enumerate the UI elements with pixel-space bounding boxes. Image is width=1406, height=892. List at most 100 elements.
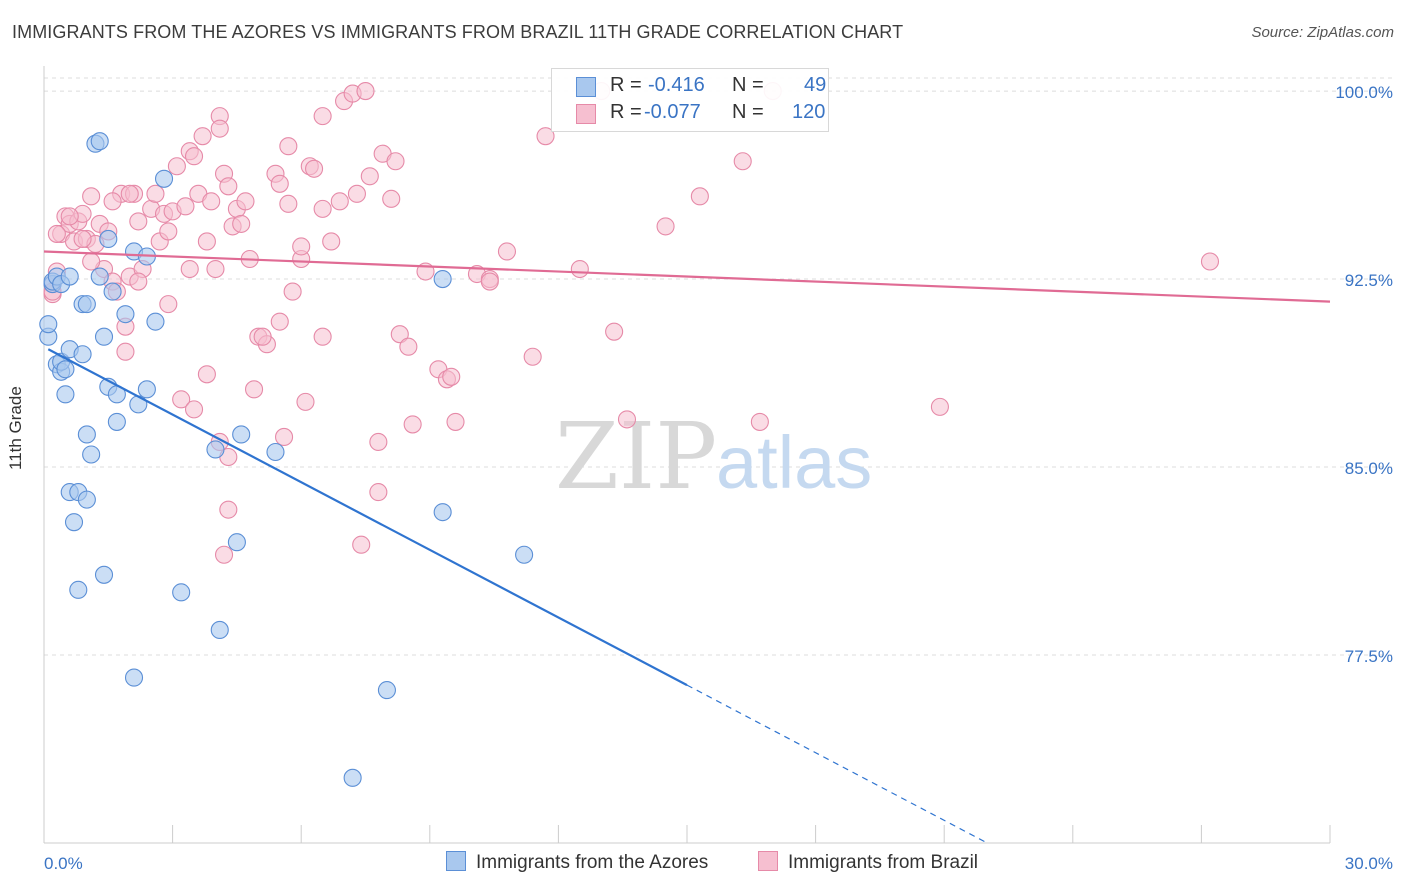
brazil-point bbox=[184, 400, 204, 419]
azores-trend-line bbox=[47, 348, 688, 687]
grid-lines bbox=[44, 77, 1392, 656]
brazil-point bbox=[236, 192, 255, 211]
azores-point bbox=[56, 385, 75, 404]
brazil-point bbox=[750, 412, 769, 431]
tick-labels: 77.5% 85.0% 92.5% 100.0% 0.0% 30.0% bbox=[44, 83, 1393, 873]
brazil-point bbox=[313, 199, 332, 218]
brazil-point bbox=[129, 272, 148, 291]
brazil-point bbox=[442, 367, 461, 386]
y-tick-label: 100.0% bbox=[1335, 83, 1393, 102]
azores-point bbox=[146, 312, 165, 331]
brazil-point bbox=[605, 322, 624, 341]
azores-point bbox=[343, 768, 362, 787]
brazil-point bbox=[356, 82, 375, 101]
azores-point bbox=[77, 490, 96, 509]
brazil-point bbox=[296, 392, 315, 411]
brazil-point bbox=[197, 365, 216, 384]
brazil-point bbox=[403, 415, 422, 434]
brazil-point bbox=[1200, 252, 1220, 271]
azores-n-label: N = bbox=[732, 74, 764, 96]
brazil-point bbox=[480, 272, 499, 291]
azores-point bbox=[172, 583, 191, 602]
chart-title: IMMIGRANTS FROM THE AZORES VS IMMIGRANTS… bbox=[12, 22, 904, 42]
brazil-point bbox=[116, 342, 135, 361]
azores-point bbox=[206, 440, 225, 459]
brazil-point bbox=[244, 380, 264, 399]
brazil-point bbox=[103, 192, 122, 211]
brazil-point bbox=[176, 197, 195, 216]
bottom-legend-brazil[interactable]: Immigrants from Brazil bbox=[758, 851, 978, 874]
azores-point bbox=[137, 380, 156, 399]
brazil-point bbox=[360, 167, 379, 186]
brazil-point bbox=[159, 222, 178, 241]
brazil-point bbox=[570, 259, 589, 279]
brazil-point bbox=[382, 189, 401, 208]
brazil-point bbox=[73, 229, 92, 248]
brazil-point bbox=[617, 410, 637, 429]
brazil-point bbox=[399, 337, 418, 356]
azores-point bbox=[377, 681, 396, 700]
series-azores bbox=[39, 132, 534, 787]
y-tick-label: 85.0% bbox=[1345, 459, 1393, 478]
brazil-point bbox=[305, 159, 324, 178]
brazil-swatch bbox=[576, 104, 596, 124]
brazil-point bbox=[322, 232, 341, 251]
bottom-legend-azores[interactable]: Immigrants from the Azores bbox=[446, 851, 708, 874]
brazil-point bbox=[497, 242, 517, 261]
azores-point bbox=[433, 503, 452, 522]
azores-point bbox=[433, 269, 452, 289]
brazil-point bbox=[279, 137, 298, 156]
brazil-legend-swatch bbox=[758, 851, 778, 871]
brazil-point bbox=[446, 412, 465, 431]
brazil-point bbox=[390, 325, 409, 344]
azores-point bbox=[60, 267, 79, 286]
azores-point bbox=[90, 267, 109, 286]
azores-point bbox=[116, 305, 135, 324]
axes bbox=[43, 66, 1331, 844]
brazil-point bbox=[930, 397, 949, 416]
brazil-point bbox=[313, 327, 332, 346]
brazil-point bbox=[214, 545, 234, 564]
azores-r-label: R = bbox=[610, 74, 642, 96]
azores-point bbox=[124, 668, 144, 687]
y-tick-label: 77.5% bbox=[1345, 647, 1393, 666]
brazil-point bbox=[386, 152, 405, 171]
brazil-n-label: N = bbox=[732, 101, 764, 123]
brazil-r-value: -0.077 bbox=[644, 101, 701, 123]
azores-point bbox=[107, 412, 126, 431]
brazil-point bbox=[352, 535, 371, 554]
brazil-point bbox=[690, 187, 709, 206]
brazil-point bbox=[180, 259, 199, 279]
brazil-point bbox=[347, 184, 366, 203]
brazil-point bbox=[253, 327, 272, 346]
brazil-point bbox=[129, 212, 148, 231]
brazil-point bbox=[292, 237, 311, 256]
brazil-point bbox=[47, 224, 66, 243]
azores-point bbox=[103, 282, 122, 301]
azores-legend-label: Immigrants from the Azores bbox=[476, 852, 709, 873]
brazil-point bbox=[172, 390, 191, 409]
brazil-point bbox=[313, 107, 332, 126]
azores-point bbox=[56, 360, 75, 379]
brazil-point bbox=[82, 187, 101, 206]
brazil-point bbox=[210, 119, 229, 138]
stats-legend: R = -0.416 N = 49 R = -0.077 N = 120 bbox=[551, 68, 829, 132]
brazil-point bbox=[283, 282, 302, 301]
brazil-point bbox=[184, 147, 204, 166]
azores-point bbox=[69, 580, 88, 599]
brazil-point bbox=[219, 500, 238, 519]
azores-point bbox=[266, 442, 285, 462]
brazil-point bbox=[159, 295, 178, 314]
brazil-point bbox=[275, 427, 294, 447]
azores-r-value: -0.416 bbox=[648, 74, 705, 96]
brazil-point bbox=[202, 192, 221, 211]
azores-n-value: 49 bbox=[804, 74, 827, 96]
brazil-point bbox=[270, 312, 289, 331]
azores-point bbox=[227, 533, 246, 552]
azores-point bbox=[77, 295, 96, 314]
brazil-point bbox=[146, 184, 165, 203]
brazil-legend-label: Immigrants from Brazil bbox=[788, 852, 979, 873]
brazil-point bbox=[193, 127, 212, 146]
azores-point bbox=[39, 315, 58, 334]
azores-point bbox=[210, 620, 229, 640]
